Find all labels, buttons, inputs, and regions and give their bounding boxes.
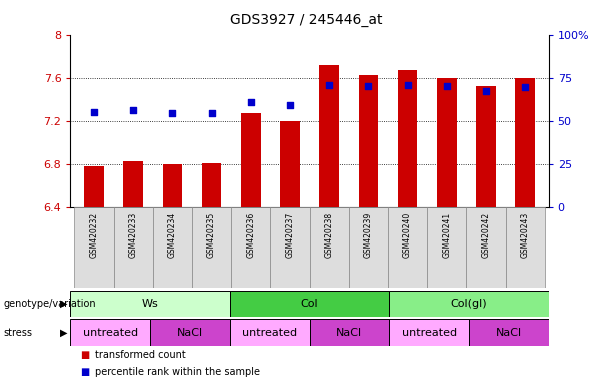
Text: genotype/variation: genotype/variation [3, 299, 96, 309]
Bar [359, 74, 378, 207]
Text: Col: Col [301, 299, 318, 309]
Point [167, 110, 177, 116]
Text: GSM420238: GSM420238 [325, 211, 333, 258]
Point [481, 88, 491, 94]
Text: GSM420242: GSM420242 [481, 211, 490, 258]
Text: Col(gl): Col(gl) [451, 299, 487, 309]
Text: transformed count: transformed count [95, 350, 186, 360]
Point [207, 110, 216, 116]
Bar [476, 86, 496, 207]
FancyBboxPatch shape [389, 291, 549, 317]
FancyBboxPatch shape [231, 207, 270, 288]
Point [364, 83, 373, 89]
Text: ▶: ▶ [60, 328, 67, 338]
FancyBboxPatch shape [74, 207, 113, 288]
Point [128, 107, 138, 113]
Point [403, 82, 413, 88]
Point [442, 83, 452, 89]
FancyBboxPatch shape [389, 319, 469, 346]
Text: GSM420240: GSM420240 [403, 211, 412, 258]
Text: GSM420239: GSM420239 [364, 211, 373, 258]
Point [520, 84, 530, 91]
Point [246, 98, 256, 104]
Text: GSM420241: GSM420241 [442, 211, 451, 258]
FancyBboxPatch shape [153, 207, 192, 288]
Point [89, 109, 99, 116]
Bar [437, 78, 457, 207]
FancyBboxPatch shape [310, 207, 349, 288]
FancyBboxPatch shape [270, 207, 310, 288]
Text: GDS3927 / 245446_at: GDS3927 / 245446_at [230, 13, 383, 27]
Text: GSM420234: GSM420234 [168, 211, 177, 258]
Bar [398, 70, 417, 207]
FancyBboxPatch shape [310, 319, 389, 346]
FancyBboxPatch shape [349, 207, 388, 288]
Bar [123, 161, 143, 207]
Bar [202, 163, 221, 207]
Bar [319, 65, 339, 207]
FancyBboxPatch shape [230, 291, 389, 317]
Bar [162, 164, 182, 207]
Point [285, 102, 295, 108]
Text: untreated: untreated [402, 328, 457, 338]
FancyBboxPatch shape [192, 207, 231, 288]
Text: ▶: ▶ [60, 299, 67, 309]
Text: NaCl: NaCl [177, 328, 203, 338]
FancyBboxPatch shape [150, 319, 230, 346]
FancyBboxPatch shape [70, 291, 230, 317]
Text: NaCl: NaCl [337, 328, 362, 338]
Bar [84, 166, 104, 207]
FancyBboxPatch shape [469, 319, 549, 346]
Text: Ws: Ws [142, 299, 159, 309]
FancyBboxPatch shape [506, 207, 545, 288]
Text: GSM420236: GSM420236 [246, 211, 255, 258]
Point [324, 82, 334, 88]
FancyBboxPatch shape [466, 207, 506, 288]
Bar [280, 121, 300, 207]
Text: GSM420237: GSM420237 [286, 211, 294, 258]
Text: untreated: untreated [242, 328, 297, 338]
Text: GSM420235: GSM420235 [207, 211, 216, 258]
Text: GSM420243: GSM420243 [520, 211, 530, 258]
Text: GSM420233: GSM420233 [129, 211, 138, 258]
Text: ■: ■ [80, 367, 89, 377]
Text: NaCl: NaCl [496, 328, 522, 338]
Text: percentile rank within the sample: percentile rank within the sample [95, 367, 260, 377]
FancyBboxPatch shape [388, 207, 427, 288]
FancyBboxPatch shape [427, 207, 466, 288]
Bar [241, 113, 261, 207]
Bar [516, 78, 535, 207]
Text: ■: ■ [80, 350, 89, 360]
FancyBboxPatch shape [230, 319, 310, 346]
Text: GSM420232: GSM420232 [89, 211, 99, 258]
Text: stress: stress [3, 328, 32, 338]
Text: untreated: untreated [83, 328, 138, 338]
FancyBboxPatch shape [113, 207, 153, 288]
FancyBboxPatch shape [70, 319, 150, 346]
